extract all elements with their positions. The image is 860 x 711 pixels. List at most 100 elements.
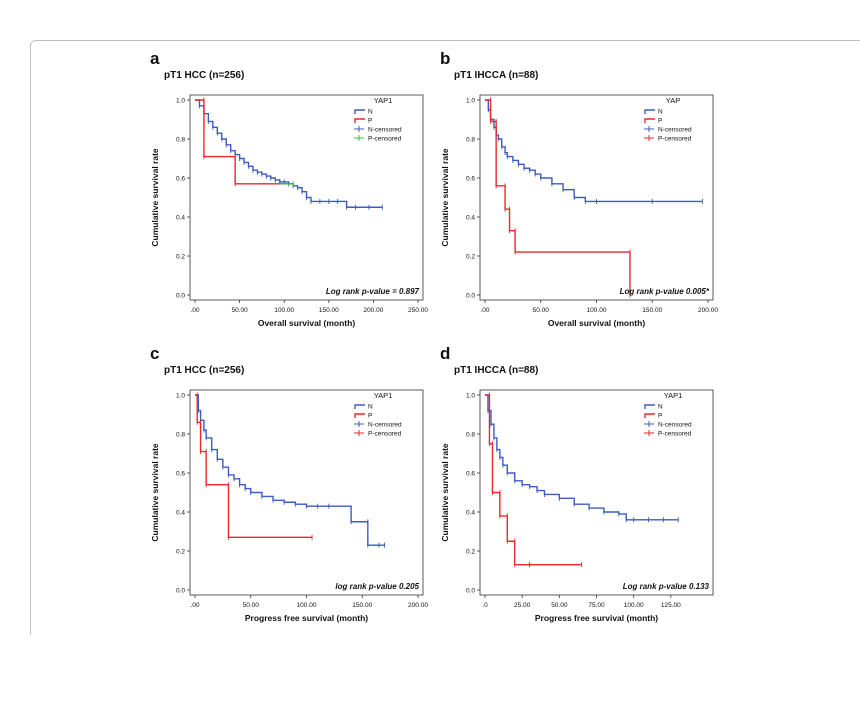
x-tick-label: 250.00 bbox=[408, 307, 428, 314]
y-tick-label: 0.4 bbox=[466, 510, 475, 517]
legend-item: N-censored bbox=[658, 422, 692, 429]
x-tick-label: 50.00 bbox=[533, 307, 550, 314]
x-tick-label: 125.00 bbox=[661, 602, 681, 609]
series-line-n bbox=[195, 99, 383, 208]
y-tick-label: 0.8 bbox=[466, 432, 475, 439]
y-tick-label: 0.6 bbox=[466, 176, 475, 183]
y-tick-label: 0.0 bbox=[176, 293, 185, 300]
x-axis-label: Progress free survival (month) bbox=[245, 613, 368, 623]
legend-swatch bbox=[354, 404, 365, 409]
legend-item: P-censored bbox=[658, 431, 692, 438]
x-tick-label: 100.00 bbox=[624, 602, 644, 609]
legend-item: N bbox=[658, 404, 663, 411]
x-tick-label: .00 bbox=[480, 307, 489, 314]
series-line-p bbox=[195, 394, 313, 539]
legend-item: P bbox=[368, 413, 372, 420]
x-tick-label: 200.00 bbox=[698, 307, 718, 314]
plot-frame bbox=[189, 94, 424, 301]
x-tick-label: 50.00 bbox=[231, 307, 248, 314]
x-tick-label: 100.00 bbox=[587, 307, 607, 314]
y-tick-label: 0.6 bbox=[176, 176, 185, 183]
y-axis-label: Cumulative survival rate bbox=[150, 148, 160, 247]
legend-swatch bbox=[644, 118, 655, 123]
series-line-n bbox=[485, 99, 703, 203]
y-axis-label: Cumulative survival rate bbox=[440, 148, 450, 247]
x-tick-label: 50.00 bbox=[243, 602, 260, 609]
legend-title: YAP1 bbox=[664, 391, 683, 400]
legend-title: YAP1 bbox=[374, 391, 393, 400]
panel-b: b pT1 IHCCA (n=88) 0.0 0.2 0.4 0.6 0.8 1.0 .00 50… bbox=[440, 49, 718, 328]
y-tick-label: 1.0 bbox=[176, 393, 185, 400]
legend-item: N bbox=[368, 109, 373, 116]
x-tick-label: 25.00 bbox=[514, 602, 531, 609]
x-axis-label: Overall survival (month) bbox=[548, 318, 645, 328]
logrank-annotation: log rank p-value 0.205 bbox=[335, 582, 419, 591]
y-tick-label: 0.6 bbox=[176, 471, 185, 478]
y-tick-label: 0.0 bbox=[466, 293, 475, 300]
y-tick-label: 0.0 bbox=[176, 588, 185, 595]
x-tick-label: 100.00 bbox=[274, 307, 294, 314]
panel-title: pT1 IHCCA (n=88) bbox=[454, 70, 538, 81]
figure-frame bbox=[30, 40, 860, 635]
y-tick-label: 0.8 bbox=[466, 137, 475, 144]
panel-d: d pT1 IHCCA (n=88) 0.0 0.2 0.4 0.6 0.8 1.0 .0 25.… bbox=[440, 344, 714, 623]
series-line-p bbox=[485, 394, 582, 566]
y-tick-label: 0.4 bbox=[466, 215, 475, 222]
y-axis-label: Cumulative survival rate bbox=[440, 443, 450, 542]
x-tick-label: 75.00 bbox=[588, 602, 605, 609]
panel-title: pT1 HCC (n=256) bbox=[164, 70, 244, 81]
legend-item: P bbox=[658, 118, 662, 125]
x-tick-label: .00 bbox=[190, 602, 199, 609]
legend-swatch bbox=[644, 109, 655, 114]
x-tick-label: 50.00 bbox=[551, 602, 568, 609]
y-tick-label: 0.4 bbox=[176, 215, 185, 222]
legend-item: P bbox=[368, 118, 372, 125]
x-tick-label: 150.00 bbox=[352, 602, 372, 609]
legend-item: N-censored bbox=[658, 127, 692, 134]
legend-swatch bbox=[644, 413, 655, 418]
legend-swatch bbox=[354, 413, 365, 418]
legend-item: N bbox=[658, 109, 663, 116]
series-line-p bbox=[485, 99, 631, 295]
legend-item: N bbox=[368, 404, 373, 411]
panel-title: pT1 IHCCA (n=88) bbox=[454, 365, 538, 376]
y-tick-label: 0.2 bbox=[466, 549, 475, 556]
x-tick-label: .00 bbox=[190, 307, 199, 314]
legend-title: YAP bbox=[666, 96, 680, 105]
panel-c: c pT1 HCC (n=256) 0.0 0.2 0.4 0.6 0.8 1.0 .00 50.… bbox=[150, 344, 428, 623]
legend-item: P-censored bbox=[658, 136, 692, 143]
y-tick-label: 1.0 bbox=[176, 98, 185, 105]
panel-a: a pT1 HCC (n=256) 0.0 0.2 0.4 0.6 0.8 1.0 .00 50.… bbox=[150, 49, 428, 328]
legend-item: N-censored bbox=[368, 422, 402, 429]
y-tick-label: 1.0 bbox=[466, 98, 475, 105]
y-tick-label: 0.2 bbox=[466, 254, 475, 261]
y-tick-label: 0.0 bbox=[466, 588, 475, 595]
y-tick-label: 0.6 bbox=[466, 471, 475, 478]
x-tick-label: 150.00 bbox=[319, 307, 339, 314]
panel-title: pT1 HCC (n=256) bbox=[164, 365, 244, 376]
y-axis-label: Cumulative survival rate bbox=[150, 443, 160, 542]
x-tick-label: 200.00 bbox=[408, 602, 428, 609]
legend-swatch bbox=[354, 118, 365, 123]
legend-item: P bbox=[658, 413, 662, 420]
x-tick-label: 200.00 bbox=[363, 307, 383, 314]
legend-swatch bbox=[644, 404, 655, 409]
x-tick-label: 150.00 bbox=[642, 307, 662, 314]
legend-item: P-censored bbox=[368, 431, 402, 438]
km-figure-svg: a pT1 HCC (n=256) 0.0 0.2 0.4 0.6 0.8 1.0 .00 50.… bbox=[150, 49, 718, 623]
x-axis-label: Progress free survival (month) bbox=[535, 613, 658, 623]
logrank-annotation: Log rank p-value = 0.897 bbox=[326, 287, 420, 296]
y-tick-label: 0.2 bbox=[176, 254, 185, 261]
panel-letter: c bbox=[150, 344, 159, 363]
series-line-p bbox=[195, 99, 294, 185]
panel-letter: a bbox=[150, 50, 160, 68]
logrank-annotation: Log rank p-value 0.005* bbox=[620, 287, 710, 296]
legend-swatch bbox=[354, 109, 365, 114]
legend-item: N-censored bbox=[368, 127, 402, 134]
x-tick-label: 100.00 bbox=[297, 602, 317, 609]
y-tick-label: 0.8 bbox=[176, 137, 185, 144]
legend-item: P-censored bbox=[368, 136, 402, 143]
y-tick-label: 0.8 bbox=[176, 432, 185, 439]
x-axis-label: Overall survival (month) bbox=[258, 318, 355, 328]
x-tick-label: .0 bbox=[482, 602, 488, 609]
